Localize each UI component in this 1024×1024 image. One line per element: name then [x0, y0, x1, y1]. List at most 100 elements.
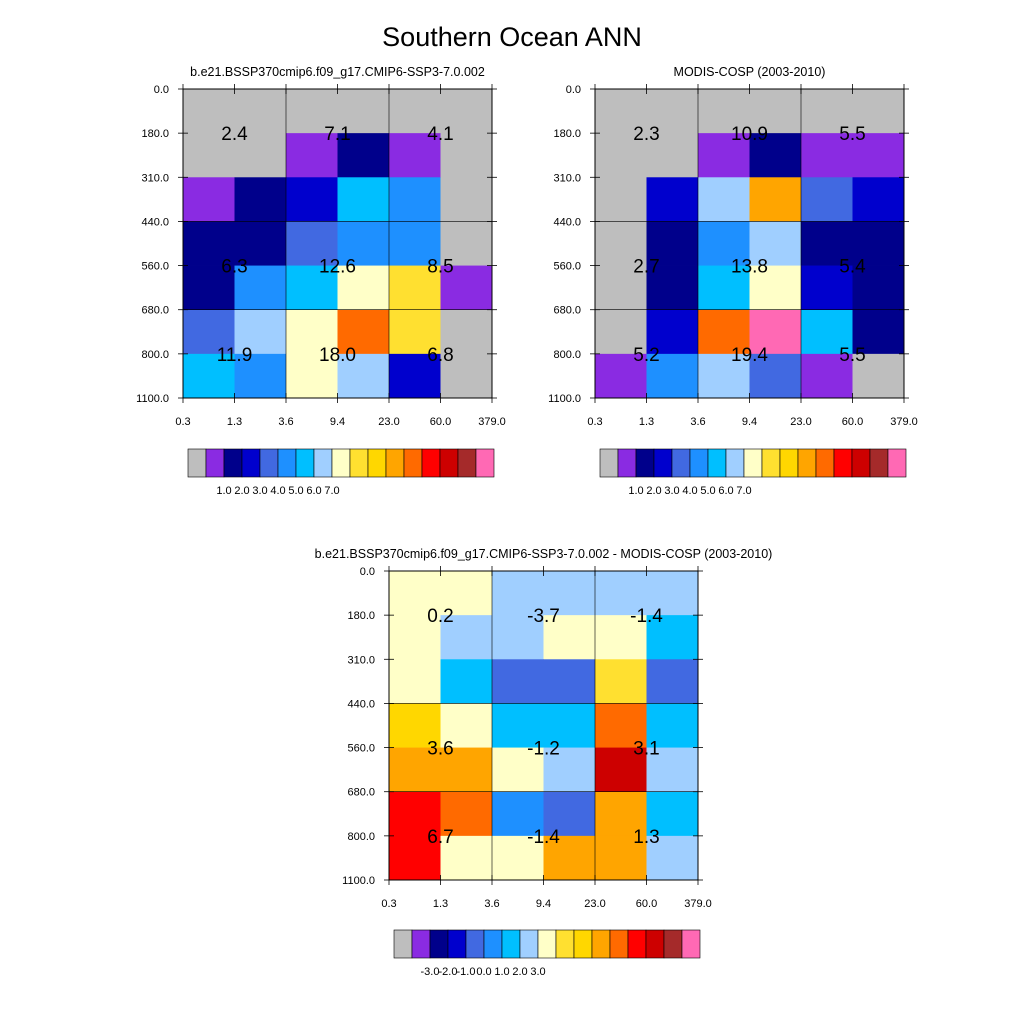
heatmap-cell — [595, 615, 647, 660]
heatmap-cell — [852, 265, 905, 311]
block-value-label: -1.2 — [527, 739, 560, 760]
heatmap-cell — [595, 265, 647, 311]
colorbar-swatch — [761, 448, 781, 478]
y-tick-label: 310.0 — [141, 172, 169, 184]
colorbar-swatch — [367, 448, 387, 478]
block-value-label: 3.1 — [633, 739, 659, 760]
block-value-label: 3.6 — [427, 739, 453, 760]
colorbar-swatch — [645, 929, 665, 959]
heatmap-cell — [543, 615, 596, 660]
colorbar-swatch — [599, 448, 619, 478]
block-value-label: 6.8 — [427, 345, 453, 366]
y-tick-label: 680.0 — [553, 305, 581, 317]
colorbar-swatch — [617, 448, 637, 478]
heatmap-cell — [595, 177, 647, 222]
colorbar-swatch — [223, 448, 243, 478]
x-tick-label: 9.4 — [742, 416, 757, 428]
heatmap-cell — [440, 703, 493, 748]
colorbar-swatch — [707, 448, 727, 478]
x-tick-label: 9.4 — [330, 416, 345, 428]
heatmap-cell — [801, 177, 853, 222]
y-tick-label: 0.0 — [360, 566, 375, 578]
colorbar-swatch — [689, 448, 709, 478]
heatmap-cell — [183, 309, 235, 355]
heatmap-cell — [852, 177, 905, 222]
heatmap-cell — [440, 177, 493, 222]
colorbar-swatch — [331, 448, 351, 478]
y-tick-label: 680.0 — [141, 305, 169, 317]
heatmap-cell — [595, 703, 647, 748]
heatmap-cell — [595, 221, 647, 266]
colorbar-swatch — [573, 929, 593, 959]
heatmap-cell — [440, 265, 493, 311]
colorbar-swatch — [681, 929, 701, 959]
heatmap-cell — [801, 133, 853, 178]
heatmap-cell — [646, 571, 699, 616]
block-value-label: 10.9 — [731, 124, 768, 145]
block-value-label: 2.3 — [633, 124, 659, 145]
heatmap-cell — [440, 659, 493, 704]
panel-title: b.e21.BSSP370cmip6.f09_g17.CMIP6-SSP3-7.… — [190, 65, 485, 79]
heatmap-cell — [286, 265, 338, 311]
x-tick-label: 60.0 — [842, 416, 863, 428]
colorbar-swatch — [393, 929, 413, 959]
heatmap-cell — [595, 571, 647, 616]
colorbar-swatch — [815, 448, 835, 478]
heatmap-cell — [595, 835, 647, 881]
colorbar-swatch — [483, 929, 503, 959]
heatmap-cell — [801, 221, 853, 266]
heatmap-cell — [389, 309, 441, 355]
colorbar-swatch — [591, 929, 611, 959]
block-value-label: 8.5 — [427, 257, 453, 278]
block-value-label: -1.4 — [630, 606, 663, 627]
block-value-label: 2.7 — [633, 257, 659, 278]
heatmap-cell — [389, 221, 441, 266]
heatmap-cell — [595, 659, 647, 704]
y-tick-label: 1100.0 — [136, 393, 169, 405]
colorbar-swatch — [457, 448, 477, 478]
heatmap-cell — [646, 177, 699, 222]
block-value-label: -3.7 — [527, 606, 560, 627]
y-tick-label: 1100.0 — [342, 875, 375, 887]
colorbar-label: 6.0 — [718, 485, 733, 497]
block-value-label: 18.0 — [319, 345, 356, 366]
heatmap-cell — [389, 791, 441, 837]
colorbar-label: 3.0 — [252, 485, 267, 497]
colorbar-swatch — [475, 448, 495, 478]
heatmap-cell — [337, 309, 390, 355]
heatmap-cell — [183, 221, 235, 266]
heatmap-cell — [646, 89, 699, 134]
heatmap-cell — [183, 89, 235, 134]
heatmap-cell — [492, 791, 544, 837]
block-value-label: 1.3 — [633, 827, 659, 848]
heatmap-cell — [234, 265, 287, 311]
y-tick-label: 440.0 — [553, 216, 581, 228]
colorbar-swatch — [439, 448, 459, 478]
panel-title: b.e21.BSSP370cmip6.f09_g17.CMIP6-SSP3-7.… — [315, 547, 773, 561]
heatmap-cell — [646, 659, 699, 704]
x-tick-label: 60.0 — [636, 898, 657, 910]
heatmap-cell — [389, 571, 441, 616]
colorbar-swatch — [241, 448, 261, 478]
main-title: Southern Ocean ANN — [382, 22, 642, 52]
heatmap-cell — [389, 133, 441, 178]
y-tick-label: 680.0 — [347, 787, 375, 799]
colorbar-swatch — [833, 448, 853, 478]
heatmap-cell — [440, 571, 493, 616]
colorbar-label: -3.0 — [421, 966, 440, 978]
colorbar-label: 5.0 — [288, 485, 303, 497]
colorbar-swatch — [609, 929, 629, 959]
colorbar-swatch — [403, 448, 423, 478]
heatmap-cell — [543, 791, 596, 837]
heatmap-cell — [543, 659, 596, 704]
heatmap-cell — [698, 353, 750, 399]
heatmap-cell — [698, 177, 750, 222]
colorbar-swatch — [295, 448, 315, 478]
panel-obs: MODIS-COSP (2003-2010) 0.0 180.0 310.0 440.0… — [548, 65, 918, 497]
x-tick-label: 0.3 — [587, 416, 602, 428]
x-tick-label: 23.0 — [790, 416, 811, 428]
colorbar-swatch — [653, 448, 673, 478]
heatmap-cell — [389, 659, 441, 704]
heatmap-cell — [749, 221, 802, 266]
block-value-label: 7.1 — [324, 124, 350, 145]
